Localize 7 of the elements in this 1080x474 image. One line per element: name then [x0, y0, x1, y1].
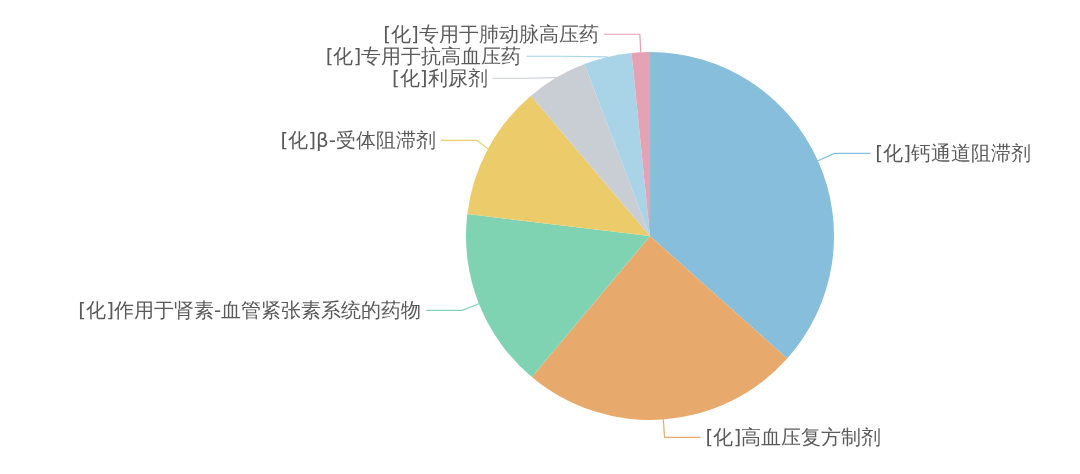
slice-label: [化]专用于肺动脉高压药	[383, 22, 599, 47]
slice-label: [化]作用于肾素-血管紧张素系统的药物	[78, 298, 422, 323]
slice-label: [化]β-受体阻滞剂	[280, 128, 436, 153]
slice-label: [化]高血压复方制剂	[705, 425, 882, 450]
slice-label: [化]钙通道阻滞剂	[875, 141, 1031, 166]
slice-label: [化]专用于抗高血压药	[325, 44, 522, 69]
slice-label: [化]利尿剂	[391, 66, 488, 91]
